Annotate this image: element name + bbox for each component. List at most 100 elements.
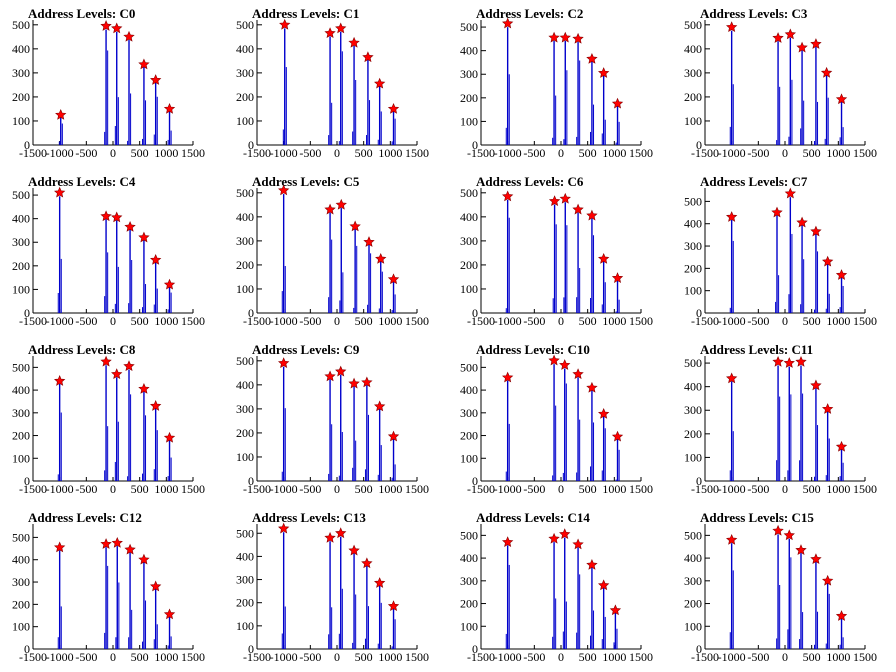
chart-svg: 0 100 200 300 400 500 -1500-1000 -500 0 500 1000 15… [684,18,877,160]
x-tick-label: 1500 [853,146,877,160]
x-tick-label: 1000 [378,146,402,160]
y-tick-label: 100 [684,619,702,633]
peak-marker [810,553,822,565]
peak-marker [100,210,112,222]
y-tick-label: 0 [472,474,478,488]
chart-svg: 0 100 200 300 400 500 -1500-1000 -500 0 500 1000 15… [236,354,429,496]
y-tick-label: 300 [236,402,254,416]
peak-marker [387,102,400,114]
peak-marker [324,27,336,39]
chart-panel-4: Address Levels: C4 0 100 200 300 400 500 -1500-… [0,168,224,336]
peak-marker [335,527,347,539]
x-tick-label: -500 [75,146,97,160]
peak-marker [586,209,598,221]
peak-marker [111,537,123,548]
chart-title: Address Levels: C10 [476,342,590,357]
x-tick-label: -1000 [46,146,74,160]
x-tick-label: -1500 [243,482,271,496]
peak-marker [598,407,610,419]
x-tick-label: 1500 [405,146,429,160]
y-tick-label: 200 [12,259,30,273]
chart-svg: 0 100 200 300 400 500 -1500-1000 -500 0 500 1000 15… [12,186,205,328]
x-tick-label: 1500 [181,146,205,160]
peak-marker [586,52,598,64]
peak-marker [822,255,834,267]
x-tick-label: -1500 [467,482,495,496]
x-tick-label: 1500 [853,314,877,328]
x-tick-label: 0 [558,314,564,328]
x-tick-label: 500 [131,146,149,160]
y-tick-label: 400 [684,551,702,565]
y-tick-label: 100 [12,282,30,296]
y-tick-label: 100 [684,450,702,464]
y-tick-label: 400 [12,553,30,567]
peak-marker [123,30,135,42]
y-tick-label: 500 [460,186,478,200]
peak-marker [835,269,848,280]
x-tick-label: -1000 [718,650,746,664]
x-tick-label: 0 [782,314,788,328]
x-tick-label: 1000 [602,146,626,160]
y-tick-label: 200 [684,427,702,441]
x-tick-label: -1500 [467,650,495,664]
chart-panel-2: Address Levels: C2 0 100 200 300 400 500 -1500-… [448,0,672,168]
peak-marker [784,187,796,199]
chart-panel-12: Address Levels: C12 0 100 200 300 400 500 -1500… [0,504,224,672]
x-tick-label: -1000 [718,314,746,328]
y-tick-label: 500 [684,18,702,32]
y-tick-label: 0 [24,306,30,320]
y-tick-label: 500 [12,18,30,32]
chart-svg: 0 100 200 300 400 500 -1500-1000 -500 0 500 1000 15… [12,355,205,496]
peak-marker [324,531,336,543]
peak-marker [54,541,66,553]
peak-marker [361,376,373,388]
y-tick-label: 400 [12,42,30,56]
x-tick-label: 500 [355,314,373,328]
peak-marker [348,36,360,48]
x-tick-label: 1500 [853,650,877,664]
x-tick-label: -1000 [46,482,74,496]
x-tick-label: 1500 [629,314,653,328]
chart-svg: 0 100 200 300 400 500 -1500-1000 -500 0 500 1000 15… [460,186,653,328]
peak-marker [124,220,136,232]
x-tick-label: 1500 [405,314,429,328]
x-tick-label: 0 [110,482,116,496]
chart-svg: 0 100 200 300 400 500 -1500-1000 -500 0 500 1000 15… [236,522,429,664]
peak-marker [278,522,290,534]
y-tick-label: 0 [472,306,478,320]
peak-marker [772,355,784,367]
y-tick-label: 200 [460,597,478,611]
x-tick-label: 1000 [154,482,178,496]
peak-marker [55,108,67,120]
peak-marker [374,400,386,412]
x-tick-label: -500 [523,314,545,328]
y-tick-label: 100 [12,620,30,634]
x-tick-label: -1000 [270,146,298,160]
peak-marker [138,382,150,394]
x-tick-label: 500 [803,146,821,160]
peak-marker [324,203,336,215]
peak-marker [335,22,347,34]
x-tick-label: -1000 [494,314,522,328]
peak-marker [611,97,624,109]
y-tick-label: 0 [248,138,254,152]
peak-marker [163,278,176,290]
peak-marker [362,51,374,63]
peak-marker [150,580,162,592]
chart-svg: 0 100 200 300 400 500 -1500-1000 -500 0 500 1000 15… [460,354,653,496]
y-tick-label: 200 [236,426,254,440]
peak-marker [349,220,361,232]
peak-marker [387,600,400,611]
peak-marker [810,38,822,49]
peak-marker [548,195,561,207]
x-tick-label: 500 [355,650,373,664]
x-tick-label: 0 [782,482,788,496]
y-tick-label: 200 [236,258,254,272]
chart-title: Address Levels: C4 [28,174,136,189]
y-tick-label: 100 [236,619,254,633]
y-tick-label: 300 [236,234,254,248]
x-tick-label: -1000 [494,146,522,160]
y-tick-label: 500 [236,354,254,368]
y-tick-label: 0 [472,642,478,656]
